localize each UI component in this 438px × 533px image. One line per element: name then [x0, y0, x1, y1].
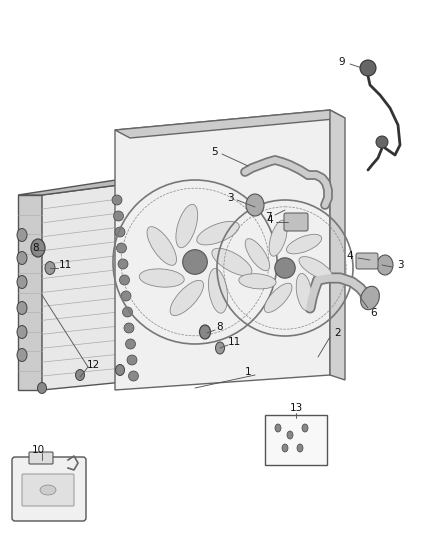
Circle shape: [376, 136, 388, 148]
FancyBboxPatch shape: [356, 253, 378, 269]
Text: 7: 7: [265, 212, 271, 222]
Circle shape: [113, 211, 124, 221]
Text: 4: 4: [267, 215, 273, 225]
Polygon shape: [330, 110, 345, 380]
Text: 2: 2: [335, 328, 341, 338]
Circle shape: [126, 339, 135, 349]
Ellipse shape: [269, 220, 287, 256]
Ellipse shape: [17, 229, 27, 241]
Text: 12: 12: [86, 360, 99, 370]
Text: 13: 13: [290, 403, 303, 413]
Ellipse shape: [197, 221, 239, 245]
Circle shape: [117, 243, 127, 253]
Ellipse shape: [265, 283, 292, 312]
FancyBboxPatch shape: [12, 457, 86, 521]
Ellipse shape: [286, 235, 321, 254]
Ellipse shape: [215, 342, 225, 354]
Text: 8: 8: [217, 322, 223, 332]
Ellipse shape: [147, 227, 177, 265]
Bar: [265, 415, 327, 465]
Circle shape: [118, 259, 128, 269]
Circle shape: [124, 323, 134, 333]
Ellipse shape: [297, 444, 303, 452]
Ellipse shape: [17, 276, 27, 288]
Circle shape: [127, 355, 137, 365]
Circle shape: [121, 291, 131, 301]
Ellipse shape: [40, 485, 56, 495]
Ellipse shape: [275, 424, 281, 432]
Polygon shape: [42, 175, 195, 390]
Circle shape: [275, 258, 295, 278]
Ellipse shape: [246, 194, 264, 216]
Ellipse shape: [139, 269, 184, 287]
Ellipse shape: [239, 273, 276, 289]
Ellipse shape: [199, 325, 211, 339]
Text: 10: 10: [32, 445, 45, 455]
Text: 6: 6: [371, 308, 377, 318]
Ellipse shape: [296, 273, 312, 310]
Text: 11: 11: [58, 260, 72, 270]
Text: 11: 11: [227, 337, 240, 347]
Ellipse shape: [287, 431, 293, 439]
Circle shape: [123, 307, 133, 317]
Ellipse shape: [17, 252, 27, 264]
Circle shape: [183, 249, 207, 274]
Ellipse shape: [116, 365, 124, 376]
Ellipse shape: [176, 204, 198, 248]
Text: 3: 3: [397, 260, 403, 270]
Circle shape: [128, 371, 138, 381]
Ellipse shape: [38, 383, 46, 393]
Ellipse shape: [31, 239, 45, 257]
Text: 8: 8: [33, 243, 39, 253]
FancyBboxPatch shape: [22, 474, 74, 506]
Polygon shape: [18, 195, 42, 390]
Text: 4: 4: [347, 251, 353, 261]
Ellipse shape: [360, 286, 379, 310]
Circle shape: [112, 195, 122, 205]
Ellipse shape: [208, 269, 227, 313]
Text: 5: 5: [212, 147, 218, 157]
Polygon shape: [18, 172, 195, 195]
Circle shape: [360, 60, 376, 76]
Circle shape: [115, 227, 125, 237]
Circle shape: [120, 275, 130, 285]
Ellipse shape: [282, 444, 288, 452]
FancyBboxPatch shape: [29, 452, 53, 464]
Ellipse shape: [45, 262, 55, 274]
Text: 1: 1: [245, 367, 251, 377]
Polygon shape: [115, 110, 345, 138]
Ellipse shape: [377, 255, 393, 275]
Ellipse shape: [212, 248, 252, 276]
FancyBboxPatch shape: [284, 213, 308, 231]
Ellipse shape: [170, 280, 204, 316]
Ellipse shape: [17, 326, 27, 338]
Ellipse shape: [75, 369, 85, 381]
Polygon shape: [115, 110, 330, 390]
Ellipse shape: [17, 302, 27, 314]
Ellipse shape: [302, 424, 308, 432]
Ellipse shape: [245, 239, 270, 271]
Text: 9: 9: [339, 57, 345, 67]
Ellipse shape: [299, 256, 332, 279]
Ellipse shape: [17, 349, 27, 361]
Text: 3: 3: [227, 193, 233, 203]
